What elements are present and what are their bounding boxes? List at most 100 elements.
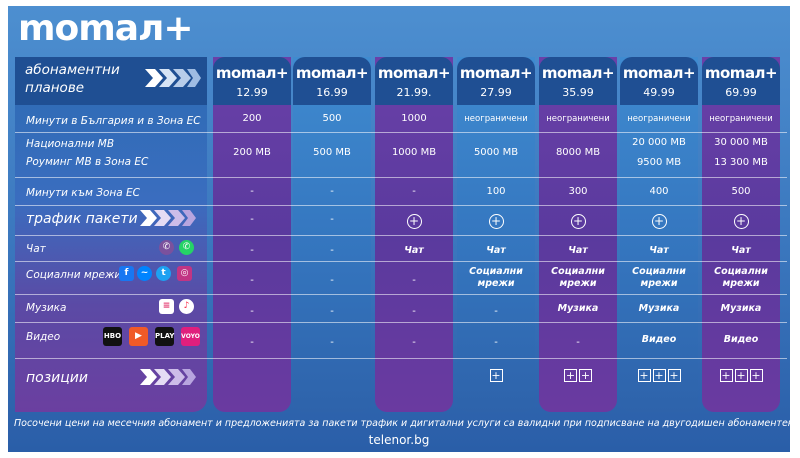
plan-column: momaл+ 35.99 неограничени 8000 MB 300 + Чат Соц…	[539, 57, 617, 412]
footer-note: Посочени цени на месечния абонамент и пр…	[14, 418, 790, 429]
traffic-value: +	[457, 214, 535, 229]
video-value: -	[576, 337, 580, 348]
row-label-eu-minutes: Минути към Зона ЕС	[26, 187, 141, 199]
video-value: -	[494, 337, 498, 348]
minutes-value: 1000	[401, 113, 427, 124]
plan-price: 16.99	[316, 86, 348, 99]
national-mb-value: 500 MB	[313, 147, 351, 158]
plan-name: momaл+	[541, 64, 615, 82]
row-label-positions: позиции	[26, 370, 88, 386]
chevron-arrows-icon	[140, 210, 196, 226]
music-value: -	[494, 306, 498, 317]
national-mb-value: 1000 MB	[391, 147, 437, 158]
plan-header: momaл+ 69.99	[702, 57, 780, 105]
music-value: Музика	[557, 303, 599, 314]
minutes-value: неограничени	[464, 114, 528, 124]
music-value: -	[250, 306, 254, 317]
footer-link[interactable]: telenor.bg	[368, 433, 430, 447]
plan-column: momaл+ 21.99. 1000 1000 MB - + Чат - - -	[375, 57, 453, 412]
positions-value: + + +	[620, 369, 698, 382]
whatsapp-icon: ✆	[179, 240, 194, 255]
social-value: -	[250, 275, 254, 286]
instagram-icon: ◎	[177, 266, 192, 281]
plan-column: momaл+ 69.99 неограничени 30 000 MB 13 300 M…	[702, 57, 780, 412]
traffic-value: +	[620, 214, 698, 229]
plan-header: momaл+ 16.99	[293, 57, 371, 105]
traffic-value: +	[702, 214, 780, 229]
video-value: -	[330, 337, 334, 348]
video-value: -	[250, 337, 254, 348]
plan-column: momaл+ 49.99 неограничени 20 000 MB 9500 MB 4…	[620, 57, 698, 412]
eu-minutes-value: -	[330, 186, 334, 197]
row-divider	[15, 132, 787, 133]
minutes-value: неограничени	[627, 114, 691, 124]
plan-price: 35.99	[562, 86, 594, 99]
plus-box-icon: +	[579, 369, 592, 382]
row-divider	[15, 261, 787, 262]
messenger-icon: ~	[137, 266, 152, 281]
roaming-mb-value: 9500 MB	[636, 157, 682, 168]
row-label-video: Видео	[26, 331, 61, 343]
eu-minutes-value: -	[412, 186, 416, 197]
header-label: абонаментни планове	[25, 62, 120, 96]
row-divider	[15, 235, 787, 236]
traffic-value: -	[250, 214, 254, 225]
plan-price: 12.99	[236, 86, 268, 99]
apple-music-icon: ♪	[179, 299, 194, 314]
eu-minutes-value: 100	[486, 186, 506, 197]
plan-name: momaл+	[295, 64, 369, 82]
plus-circle-icon: +	[733, 214, 749, 229]
plus-circle-icon: +	[488, 214, 504, 229]
national-mb-value: 200 MB	[233, 147, 271, 158]
national-mb-value: 5000 MB	[473, 147, 519, 158]
plan-name: momaл+	[215, 64, 289, 82]
video-app-icon: ▶	[129, 327, 148, 346]
row-label-social: Социални мрежи	[26, 269, 122, 281]
row-label-chat: Чат	[26, 243, 46, 255]
plus-box-icon: +	[489, 369, 503, 382]
twitter-icon: t	[156, 266, 171, 281]
minutes-value: 500	[322, 113, 342, 124]
row-divider	[15, 322, 787, 323]
row-divider	[15, 177, 787, 178]
chevron-arrows-icon	[140, 369, 196, 385]
row-divider	[15, 205, 787, 206]
traffic-value: +	[375, 214, 453, 229]
eu-minutes-value: 500	[731, 186, 751, 197]
plus-box-icon: +	[667, 369, 681, 382]
national-mb-value: 20 000 MB	[632, 137, 686, 148]
plus-box-icon: +	[719, 369, 733, 382]
minutes-value: 200	[242, 113, 262, 124]
minutes-value: неограничени	[546, 114, 610, 124]
deezer-icon: ≡	[159, 299, 174, 314]
eu-minutes-value: 400	[649, 186, 669, 197]
chat-value: Чат	[731, 245, 751, 256]
social-value: Социални мрежи	[632, 266, 686, 289]
chat-value: -	[330, 245, 334, 256]
plan-name: momaл+	[622, 64, 696, 82]
row-label-roaming-mb: Роуминг MB в Зона ЕС	[26, 156, 149, 168]
plan-column: momaл+ 12.99 200 200 MB - - - - - -	[213, 57, 291, 412]
national-mb-value: 30 000 MB	[714, 137, 768, 148]
plan-column: momaл+ 16.99 500 500 MB - - - - - -	[293, 57, 371, 412]
eu-minutes-value: 300	[568, 186, 588, 197]
traffic-value: -	[330, 214, 334, 225]
video-value: Видео	[641, 334, 677, 345]
plus-circle-icon: +	[651, 214, 667, 229]
plus-box-icon: +	[652, 369, 666, 382]
chat-value: -	[250, 245, 254, 256]
plus-box-icon: +	[564, 369, 577, 382]
music-value: Музика	[720, 303, 762, 314]
plus-circle-icon: +	[570, 214, 586, 229]
chat-value: Чат	[486, 245, 506, 256]
chat-value: Чат	[568, 245, 588, 256]
plus-box-icon: +	[734, 369, 748, 382]
plan-header: momaл+ 21.99.	[375, 57, 453, 105]
row-labels-panel	[15, 57, 207, 412]
facebook-icon: f	[119, 266, 134, 281]
header-label-cell: абонаментни планове	[15, 57, 207, 105]
eu-minutes-value: -	[250, 186, 254, 197]
row-label-traffic: трафик пакети	[26, 211, 138, 227]
music-value: -	[412, 306, 416, 317]
social-value: -	[412, 275, 416, 286]
